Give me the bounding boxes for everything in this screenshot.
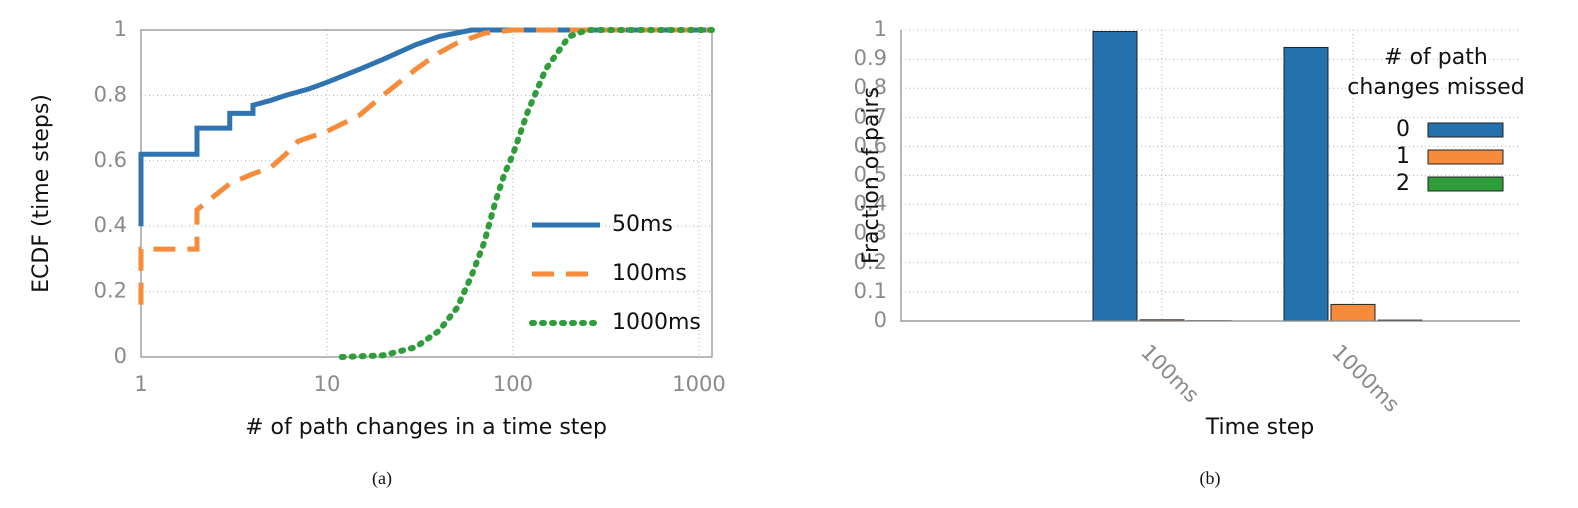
- legend-swatch: [1427, 176, 1504, 192]
- caption: (a): [372, 468, 392, 489]
- y-tick-label: 0.5: [854, 163, 887, 187]
- y-tick-label: 0.6: [94, 148, 127, 172]
- y-tick-label: 0.2: [94, 279, 127, 303]
- series-line: [138, 27, 712, 305]
- bar: [1330, 303, 1376, 322]
- x-axis-label: Time step: [1205, 415, 1314, 440]
- legend-label: 100ms: [612, 261, 687, 286]
- x-tick-label: 100ms: [1136, 340, 1204, 408]
- legend-swatch: [1427, 149, 1504, 165]
- y-tick-label: 1: [874, 17, 887, 41]
- legend-label: 1: [1396, 144, 1410, 169]
- x-axis-label: # of path changes in a time step: [245, 415, 607, 440]
- plot-frame: [140, 29, 713, 358]
- y-axis-label: Fraction of pairs: [859, 87, 884, 264]
- y-tick-label: 0.9: [854, 46, 887, 70]
- y-tick-label: 0.4: [94, 213, 127, 237]
- y-tick-label: 0.7: [854, 104, 887, 128]
- x-tick-label: 1: [134, 372, 147, 396]
- legend-label: 0: [1396, 117, 1410, 142]
- caption: (b): [1200, 468, 1221, 489]
- bar: [1283, 46, 1329, 322]
- y-tick-label: 0.8: [854, 75, 887, 99]
- y-tick-label: 0: [114, 344, 127, 368]
- legend-label: 1000ms: [612, 310, 701, 335]
- y-tick-label: 0.2: [854, 250, 887, 274]
- y-tick-label: 0: [874, 308, 887, 332]
- y-tick-label: 0.8: [94, 82, 127, 106]
- y-tick-label: 0.1: [854, 279, 887, 303]
- x-tick-label: 100: [493, 372, 533, 396]
- series-line: [338, 27, 715, 360]
- legend-title: changes missed: [1347, 75, 1524, 100]
- bar: [1092, 30, 1138, 322]
- legend-title: # of path: [1384, 45, 1488, 70]
- x-tick-label: 1000: [672, 372, 725, 396]
- y-tick-label: 1: [114, 17, 127, 41]
- y-tick-label: 0.3: [854, 221, 887, 245]
- legend-label: 2: [1396, 171, 1410, 196]
- x-tick-label: 1000ms: [1327, 340, 1404, 417]
- axis-line: [900, 30, 1520, 322]
- series-line: [138, 27, 712, 227]
- y-tick-label: 0.4: [854, 192, 887, 216]
- legend-label: 50ms: [612, 212, 673, 237]
- x-tick-label: 10: [314, 372, 341, 396]
- y-axis-label: ECDF (time steps): [29, 94, 54, 293]
- y-tick-label: 0.6: [854, 133, 887, 157]
- legend-swatch: [1427, 122, 1504, 138]
